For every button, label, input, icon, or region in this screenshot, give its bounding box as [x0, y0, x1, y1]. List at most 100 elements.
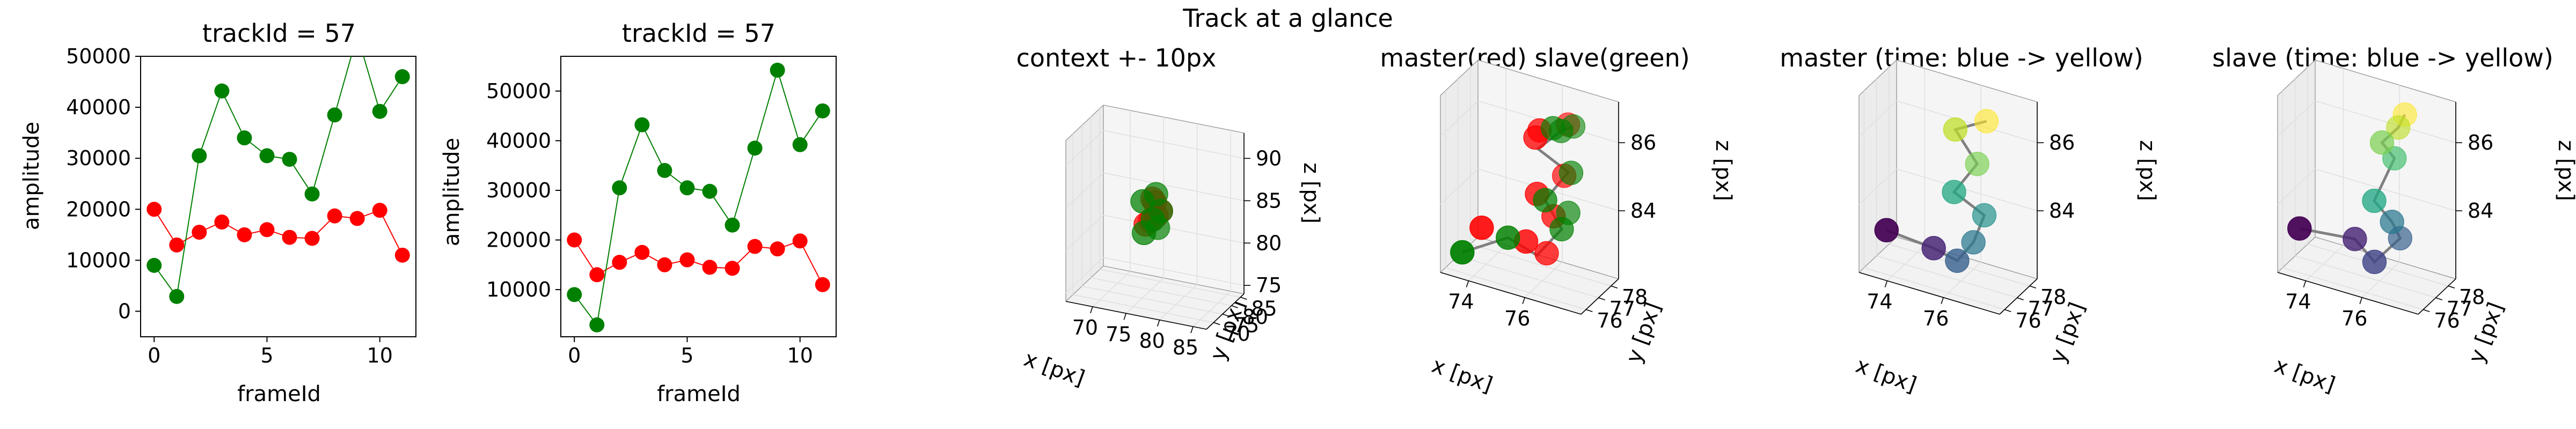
data-point [2343, 226, 2367, 252]
y-axis-line [2418, 278, 2456, 315]
x-tick [1190, 326, 1194, 334]
data-point [747, 239, 763, 254]
data-point [2362, 188, 2387, 213]
x-axis-label: frameId [657, 382, 741, 406]
y-gridline [1876, 255, 2017, 298]
left-pane [1440, 60, 1478, 272]
series-line [574, 68, 823, 327]
x-axis-label: x [px] [1429, 353, 1496, 397]
x-axis-label: x [px] [1021, 346, 1088, 391]
y-tick-label: 50000 [66, 45, 131, 68]
z-gridline [1065, 130, 1104, 166]
y-tick [2029, 285, 2037, 289]
y-tick-label: 30000 [486, 179, 551, 202]
y-gridline [1470, 243, 1612, 286]
y-gridline [1081, 285, 1223, 315]
x-axis-label: x [px] [2271, 353, 2338, 397]
x-gridline [2361, 262, 2400, 298]
z-tick-label: 84 [2049, 199, 2075, 223]
x-tick-label: 5 [260, 344, 273, 367]
data-point [589, 267, 605, 283]
y-tick-label: 78 [2459, 285, 2485, 309]
x-gridline [1886, 245, 1925, 282]
x-tick-label: 75 [1106, 322, 1131, 346]
y-tick-label: 77 [2447, 297, 2472, 321]
y-axis-line [1580, 278, 1619, 315]
y-gridline [1458, 255, 1599, 298]
data-point [1942, 180, 1966, 204]
data-point [304, 231, 320, 246]
y-tick-label: 76 [2434, 309, 2460, 332]
plot-frame [560, 56, 837, 337]
y-tick-label: 0 [118, 299, 131, 323]
y-tick [1611, 285, 1618, 289]
data-point [1974, 109, 1999, 134]
y-tick-label: 10000 [486, 278, 551, 301]
z-tick-label: 86 [2468, 131, 2493, 154]
y-gridline [1100, 269, 1241, 298]
y-tick [2448, 285, 2455, 289]
data-point [657, 162, 672, 178]
data-point [282, 152, 297, 167]
pane-edge [1103, 105, 1245, 134]
y-axis-label: amplitude [440, 138, 464, 246]
z-tick-label: 84 [2468, 199, 2493, 223]
data-point [394, 69, 410, 85]
y-axis-line [1206, 293, 1245, 330]
x-gridline [2305, 245, 2344, 282]
data-point [2386, 115, 2411, 140]
x-axis-label: frameId [237, 382, 321, 406]
pane-edge [1477, 60, 1619, 102]
data-point [1533, 188, 1557, 213]
data-point [679, 180, 695, 196]
x-tick [1466, 280, 1469, 287]
y-tick [1222, 313, 1230, 317]
x-tick-label: 74 [2285, 290, 2311, 314]
data-point [1921, 236, 1946, 261]
y-tick-label: 40000 [486, 129, 551, 152]
pane-edge [1440, 60, 1479, 96]
data-point [169, 237, 185, 253]
panel-master-time-3d: master (time: blue -> yellow) x [px] y [… [1780, 43, 2160, 397]
y-tick [1240, 297, 1247, 300]
z-gridline [1103, 130, 1245, 159]
red-series [567, 232, 830, 292]
x-axis-line [1440, 272, 1582, 315]
x-tick [1123, 313, 1127, 320]
z-gridline [1858, 100, 1897, 137]
z-axis-label: z [px] [2553, 140, 2576, 201]
y-tick-label: 78 [1622, 285, 1648, 309]
panel-slave-time-3d: slave (time: blue -> yellow) x [px] y [p… [2212, 43, 2576, 397]
green-series [1450, 114, 1586, 265]
panel-amplitude-1: trackId = 57 frameId amplitude 0 5 10 0 1000… [19, 19, 416, 406]
data-point [2369, 130, 2395, 155]
series-line [153, 209, 403, 256]
data-point [259, 148, 275, 164]
amplitude-plot: 0 5 10 0 10000 20000 30000 40000 50000 [66, 45, 416, 367]
x-tick [1157, 320, 1160, 327]
z-gridline [1103, 257, 1245, 286]
panel-title: master(red) slave(green) [1380, 43, 1689, 72]
series-line [574, 239, 823, 285]
data-point [1496, 225, 1520, 250]
floor-pane [1440, 237, 1619, 314]
data-point [1558, 160, 1584, 186]
z-axis-label: z [px] [2135, 140, 2160, 201]
panel-title: trackId = 57 [622, 19, 775, 48]
z-axis-label: z [px] [1299, 162, 1323, 224]
pane-edge [2277, 236, 2316, 273]
x-tick [2359, 297, 2362, 305]
data-point [237, 130, 252, 146]
x-tick-label: 80 [1139, 329, 1165, 353]
y-gridline [2295, 255, 2436, 298]
z-tick-label: 75 [1256, 273, 1282, 297]
panel-master-slave-3d: master(red) slave(green) x [px] y [px] z… [1380, 43, 1736, 397]
data-point [169, 289, 185, 304]
x-tick-label: 70 [1072, 316, 1098, 339]
data-point [612, 255, 627, 270]
data-point [372, 103, 387, 119]
z-tick-label: 80 [1256, 231, 1282, 255]
z-gridline [2315, 168, 2456, 211]
